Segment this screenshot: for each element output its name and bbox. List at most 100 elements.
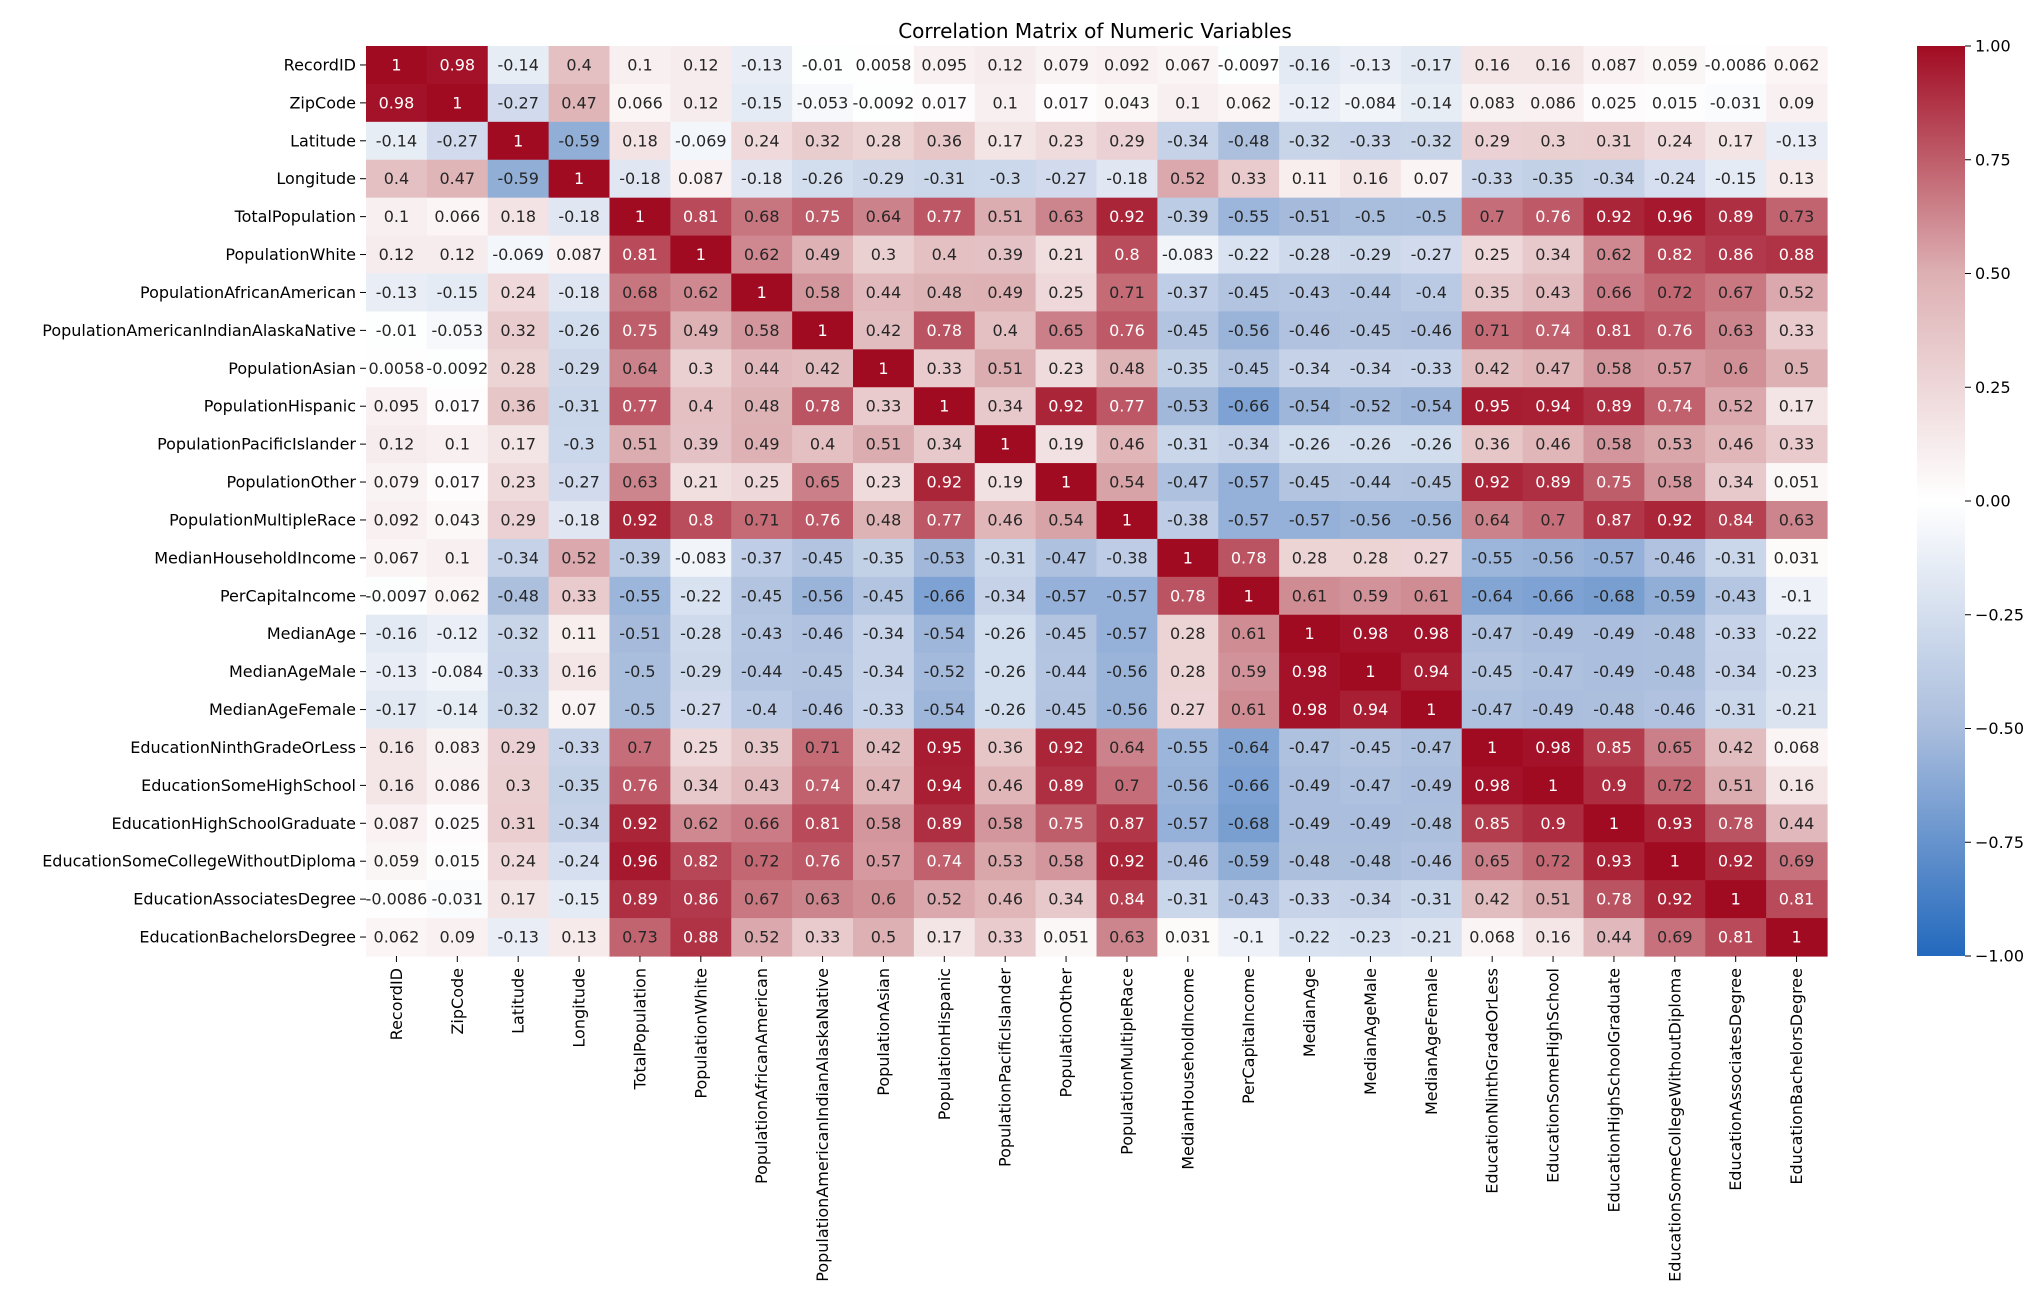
cell-value-label: 0.16: [1353, 169, 1389, 188]
heatmap-cell: [1400, 425, 1463, 464]
heatmap-cell: [1035, 728, 1098, 768]
cell-value-label: -0.0086: [366, 890, 428, 909]
cell-value-label: -0.57: [1289, 510, 1330, 529]
heatmap-cell: [1583, 728, 1645, 768]
heatmap-cell: [1461, 652, 1524, 692]
cell-value-label: -0.22: [1228, 245, 1269, 264]
cell-value-label: -0.46: [802, 624, 843, 643]
heatmap-cell: [1218, 121, 1280, 161]
cell-value-label: -0.29: [1350, 245, 1391, 264]
heatmap-cell: [792, 197, 854, 237]
heatmap-cell: [426, 842, 489, 881]
cell-value-label: 0.51: [866, 435, 902, 454]
cell-value-label: 0.19: [987, 473, 1023, 492]
heatmap-cell: [366, 235, 428, 275]
heatmap-cell: [1096, 576, 1158, 616]
cell-value-label: 0.12: [987, 55, 1023, 74]
cell-value-label: -0.55: [1228, 207, 1269, 226]
cell-value-label: 0.98: [1353, 624, 1389, 643]
cell-value-label: 0.54: [1109, 473, 1145, 492]
cell-value-label: -0.56: [1106, 700, 1147, 719]
cell-value-label: -0.57: [1106, 586, 1147, 605]
heatmap-cell: [548, 273, 611, 313]
x-tick-label: PerCapitaIncome: [1239, 968, 1258, 1104]
cell-value-label: -0.45: [1411, 473, 1452, 492]
cell-value-label: 0.015: [1652, 93, 1698, 112]
cell-value-label: -0.39: [1167, 207, 1208, 226]
heatmap-cell: [670, 311, 732, 350]
heatmap-cell: [1218, 387, 1280, 426]
cell-value-label: 0.36: [926, 131, 962, 150]
cell-value-label: 0.1: [992, 93, 1017, 112]
heatmap-cell: [1035, 501, 1098, 540]
heatmap-cell: [1340, 501, 1402, 540]
cell-value-label: 0.58: [866, 814, 902, 833]
cell-value-label: -0.031: [432, 890, 484, 909]
heatmap-cell: [1522, 349, 1585, 388]
y-tick-label: MedianAge: [267, 624, 356, 643]
cell-value-label: 0.09: [1779, 93, 1815, 112]
cell-value-label: -0.34: [1228, 435, 1269, 454]
cell-value-label: 0.52: [561, 548, 597, 567]
cell-value-label: 0.87: [1109, 814, 1145, 833]
heatmap-cell: [609, 463, 671, 502]
cell-value-label: 0.73: [622, 928, 658, 947]
heatmap-cell: [1400, 766, 1463, 805]
cell-value-label: -0.55: [619, 586, 660, 605]
cell-value-label: 1: [1122, 510, 1132, 529]
heatmap-cell: [1279, 311, 1341, 350]
cell-value-label: -0.46: [802, 700, 843, 719]
heatmap-cell: [1522, 463, 1585, 502]
heatmap-cell: [487, 880, 550, 919]
heatmap-cell: [1340, 842, 1402, 881]
cell-value-label: 0.46: [1109, 435, 1145, 454]
cell-value-label: -0.59: [1228, 852, 1269, 871]
cell-value-label: -0.5: [624, 700, 655, 719]
cell-value-label: 0.63: [1779, 510, 1815, 529]
heatmap-cell: [731, 425, 793, 464]
heatmap-cell: [853, 728, 915, 768]
heatmap-cell: [670, 842, 732, 881]
cell-value-label: -0.49: [1593, 662, 1634, 681]
heatmap-cell: [1157, 46, 1219, 85]
cell-value-label: 0.75: [622, 321, 658, 340]
cell-value-label: -0.26: [984, 700, 1025, 719]
cell-value-label: 1: [1000, 435, 1010, 454]
heatmap-cell: [1461, 690, 1524, 730]
cell-value-label: -0.56: [1228, 321, 1269, 340]
cell-value-label: -0.45: [1289, 473, 1330, 492]
heatmap-cell: [792, 273, 854, 313]
y-tick-label: PopulationWhite: [225, 245, 356, 264]
cell-value-label: 0.95: [1474, 397, 1510, 416]
heatmap-cell: [609, 159, 671, 199]
cell-value-label: -0.49: [1593, 624, 1634, 643]
colorbar-tick-label: 0.25: [1975, 378, 2011, 397]
cell-value-label: 0.75: [1596, 473, 1632, 492]
cell-value-label: 0.48: [926, 283, 962, 302]
heatmap-cell: [1340, 463, 1402, 502]
cell-value-label: 0.16: [379, 738, 415, 757]
heatmap-cell: [792, 311, 854, 350]
cell-value-label: -0.48: [1289, 852, 1330, 871]
y-tick-label: Longitude: [276, 169, 356, 188]
cell-value-label: -0.52: [924, 662, 965, 681]
heatmap-cell: [1644, 538, 1706, 578]
heatmap-cell: [913, 728, 976, 768]
heatmap-cell: [1461, 197, 1524, 237]
x-tick-label: EducationAssociatesDegree: [1726, 968, 1745, 1191]
cell-value-label: 0.087: [556, 245, 602, 264]
cell-value-label: 1: [1244, 586, 1254, 605]
heatmap-cell: [1218, 614, 1280, 654]
cell-value-label: 0.017: [921, 93, 967, 112]
heatmap-cell: [1157, 614, 1219, 654]
cell-value-label: 1: [1304, 624, 1314, 643]
cell-value-label: 0.16: [1779, 776, 1815, 795]
heatmap-cell: [366, 842, 428, 881]
heatmap-cell: [1096, 235, 1158, 275]
heatmap-cell: [1218, 311, 1280, 350]
cell-value-label: -0.084: [432, 662, 484, 681]
cell-value-label: 0.062: [1226, 93, 1272, 112]
cell-value-label: 0.86: [1718, 245, 1754, 264]
cell-value-label: 0.76: [1657, 321, 1693, 340]
heatmap-cell: [487, 501, 550, 540]
